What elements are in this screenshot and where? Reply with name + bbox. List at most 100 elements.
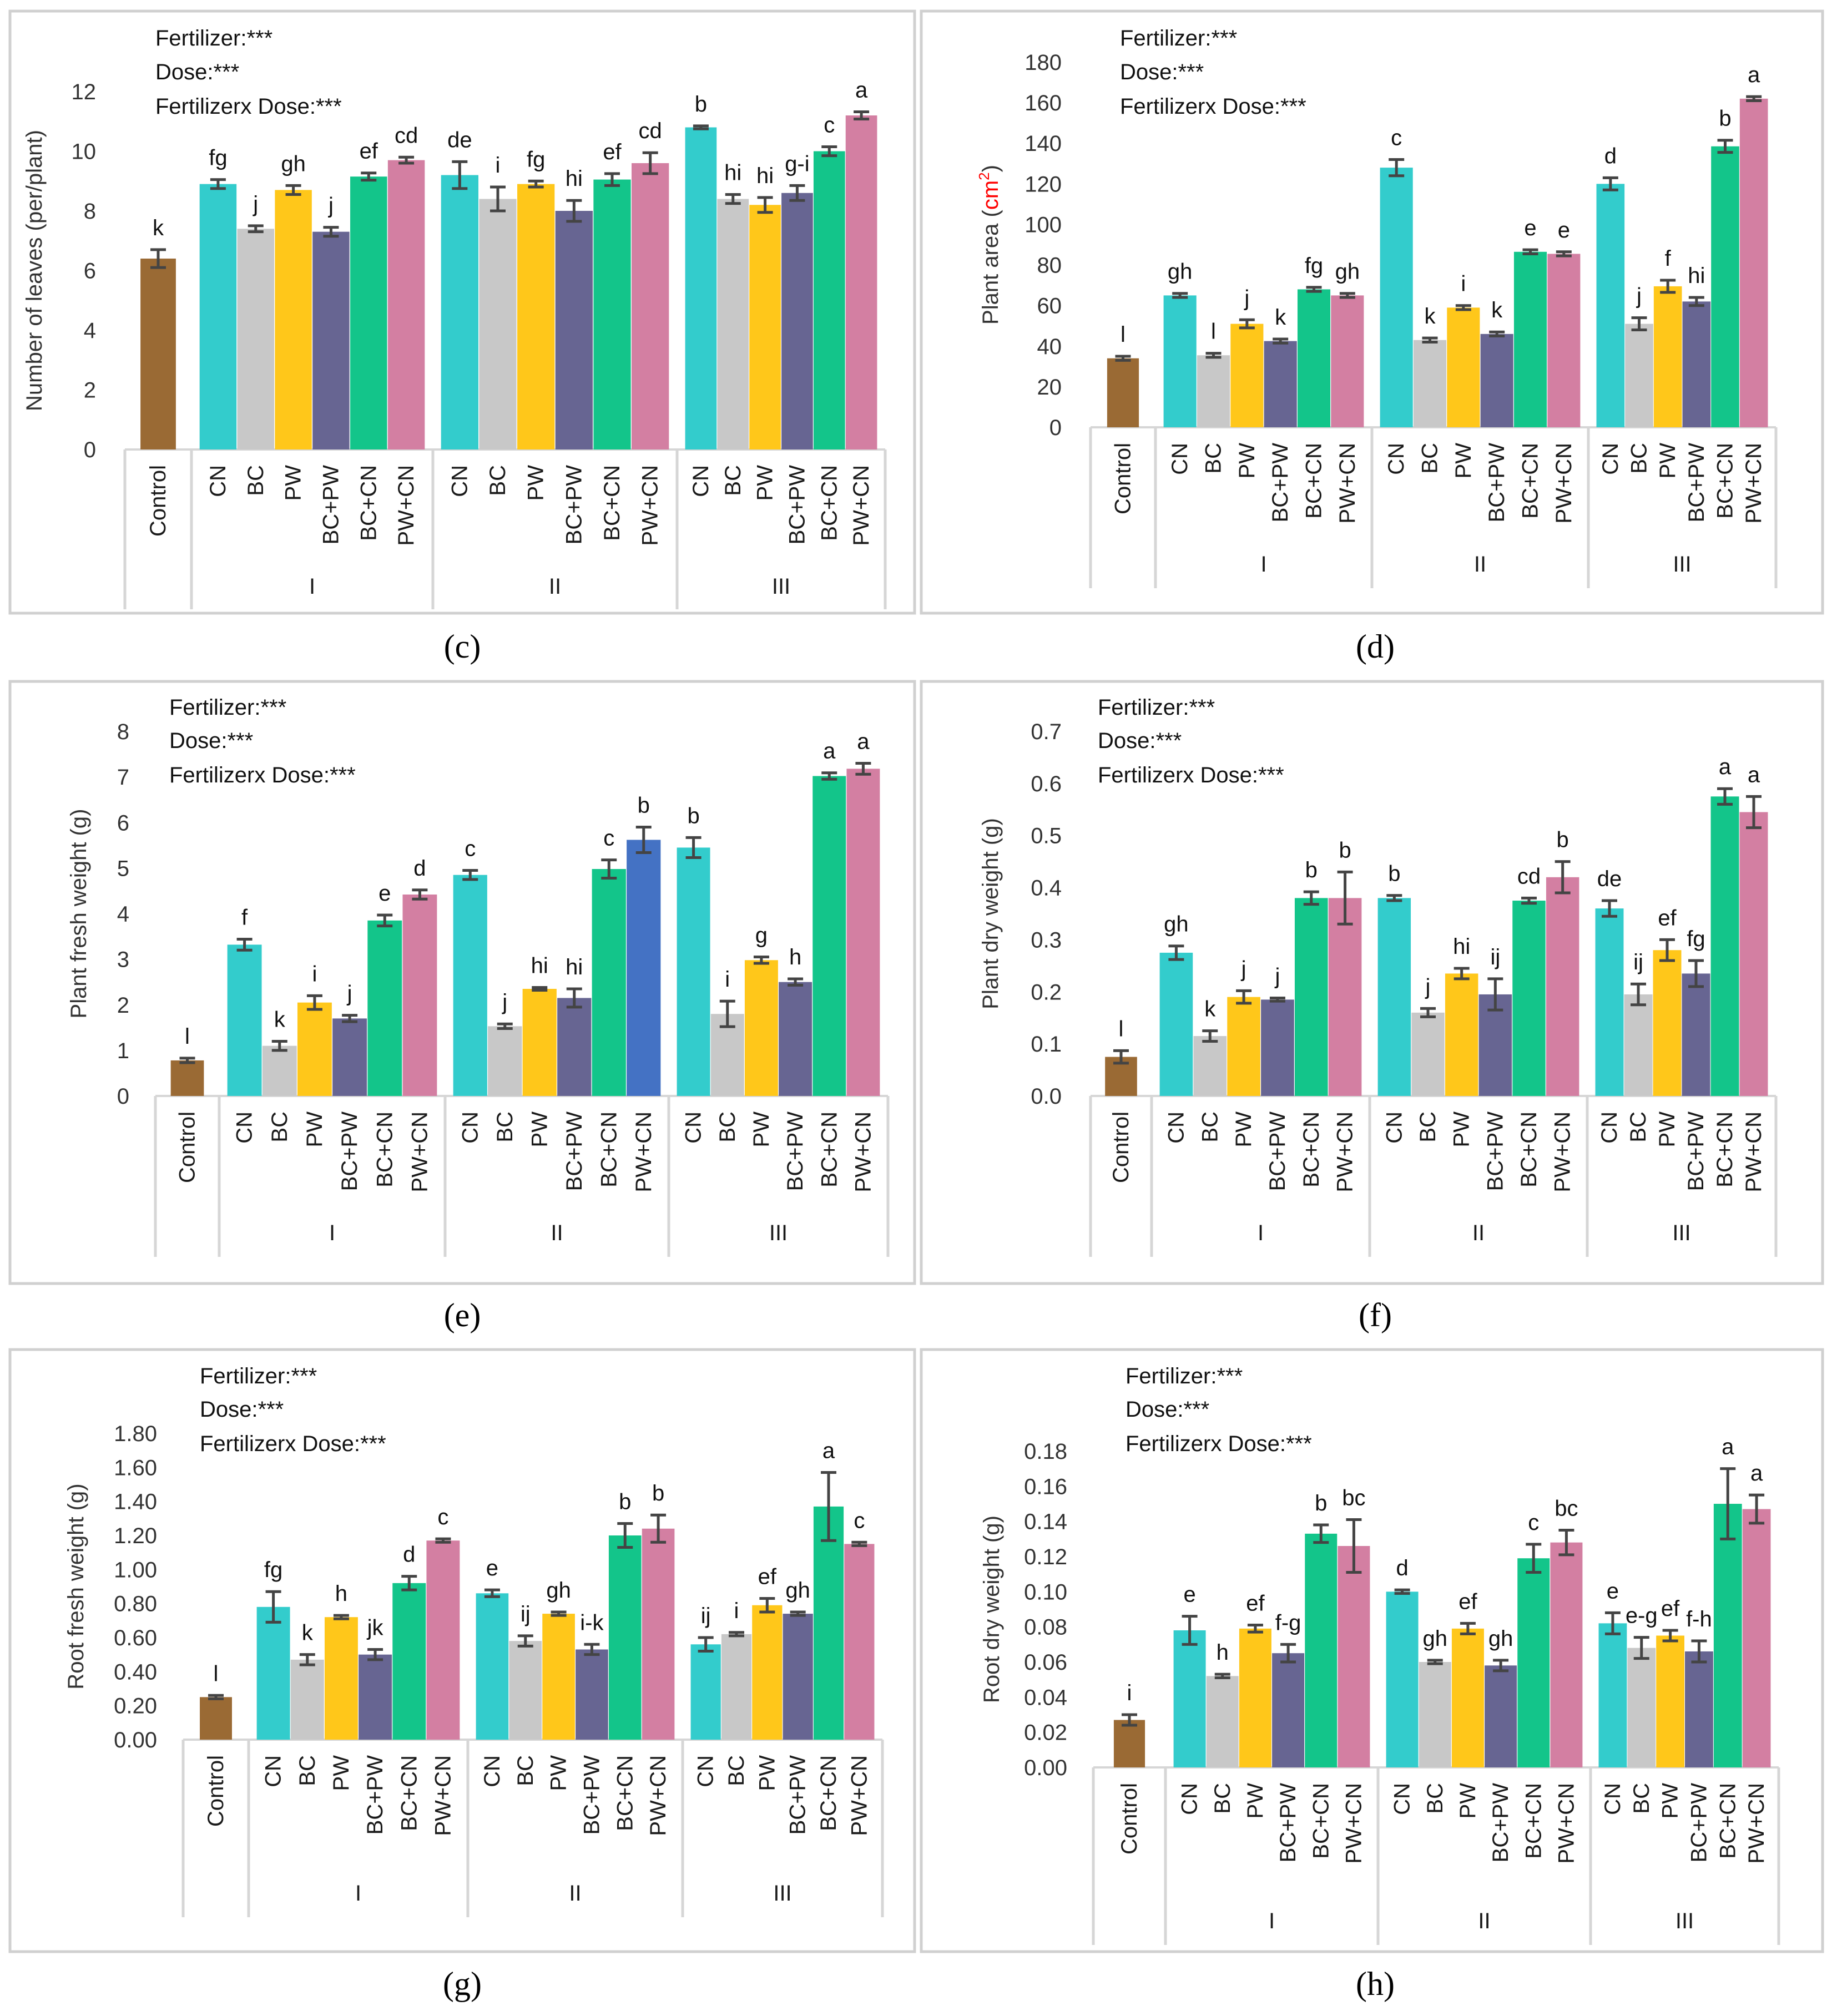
group-label: III (1673, 552, 1691, 577)
chart-panel-0: 0 2 4 6 8 10 12 Number of leaves (per/plant) Fer… (8, 9, 916, 665)
significance-letter: c (437, 1505, 448, 1529)
group-label: II (551, 1221, 563, 1245)
group-label: I (1269, 1909, 1275, 1933)
significance-letter: f-h (1686, 1607, 1712, 1631)
group-label: III (772, 574, 790, 599)
y-axis-label-sup: 2 (976, 172, 992, 180)
bar (1627, 1648, 1656, 1767)
significance-letter: e (378, 881, 391, 906)
significance-letter: c (465, 836, 476, 861)
y-tick-label: 0.2 (1031, 980, 1062, 1004)
significance-letter: c (603, 826, 614, 851)
bar (367, 920, 402, 1096)
significance-letter: cd (395, 123, 418, 148)
y-tick-label: 12 (72, 80, 97, 104)
bar (593, 179, 631, 449)
category-label: PW+CN (847, 1755, 871, 1836)
category-label: BC (1210, 1783, 1235, 1814)
category-label: BC+CN (1299, 1111, 1324, 1188)
significance-letter: hi (724, 160, 741, 185)
significance-letter: g (755, 923, 768, 948)
bar (262, 1045, 297, 1096)
significance-letter: j (253, 192, 258, 216)
significance-letter: k (1204, 997, 1216, 1022)
bar (426, 1540, 460, 1740)
significance-letter: hi (1453, 934, 1470, 959)
bar (1206, 1676, 1239, 1767)
bar (1297, 289, 1331, 427)
bar (297, 1002, 332, 1096)
group-label: II (549, 574, 561, 599)
significance-letter: hi (566, 955, 583, 979)
category-label: BC+CN (613, 1755, 637, 1831)
panel-letter: (d) (1356, 628, 1395, 665)
bar (844, 1544, 875, 1740)
significance-letter: d (1604, 144, 1617, 168)
category-label: BC (268, 1111, 292, 1143)
significance-letter: gh (546, 1578, 571, 1603)
bar (677, 847, 710, 1096)
category-label: PW (1658, 1783, 1683, 1819)
bar (387, 160, 425, 449)
significance-letter: gh (281, 151, 306, 176)
category-label: PW (1456, 1783, 1480, 1819)
significance-letter: h (789, 945, 801, 969)
y-tick-label: 0.20 (114, 1694, 157, 1719)
bar (1682, 973, 1710, 1096)
bar (1447, 307, 1480, 427)
y-axis-label-close: ) (978, 165, 1003, 172)
category-label: CN (206, 465, 230, 497)
category-label: BC (1202, 443, 1226, 474)
chart-panel-5: 0.00 0.02 0.04 0.06 0.08 0.10 0.12 0.14 0.16 0.18… (920, 1348, 1824, 2002)
category-label: BC+PW (319, 465, 343, 545)
y-tick-label: 0.1 (1031, 1032, 1062, 1057)
category-label: BC (1629, 1783, 1654, 1814)
category-label: BC+PW (562, 465, 586, 545)
significance-letter: fg (1305, 254, 1323, 278)
category-label: CN (233, 1111, 257, 1144)
significance-letter: f (241, 905, 248, 929)
significance-letter: j (328, 194, 334, 218)
y-axis-label: Root dry weight (g) (980, 1515, 1004, 1703)
significance-letter: h (1217, 1640, 1229, 1665)
significance-letter: de (1597, 867, 1622, 891)
category-label: PW (281, 465, 306, 501)
category-label: BC+PW (1485, 443, 1509, 523)
y-tick-label: 2 (117, 993, 129, 1018)
y-tick-label: 40 (1037, 335, 1062, 359)
y-tick-label: 0 (117, 1084, 129, 1109)
category-label: BC (513, 1755, 538, 1786)
bar (1227, 997, 1260, 1096)
category-label: CN (694, 1755, 718, 1787)
category-label: PW+CN (431, 1755, 455, 1836)
bar (1596, 184, 1625, 427)
category-label: PW (1235, 443, 1259, 479)
group-label: II (1472, 1221, 1485, 1245)
significance-letter: l (214, 1661, 219, 1686)
y-tick-label: 1.80 (114, 1422, 157, 1446)
category-label: CN (261, 1755, 286, 1787)
bar (1411, 1012, 1445, 1096)
significance-letter: b (695, 92, 707, 117)
significance-letter: j (502, 990, 507, 1014)
bar (1294, 898, 1328, 1096)
bar (1159, 952, 1193, 1096)
y-tick-label: 60 (1037, 294, 1062, 319)
significance-letter: k (1275, 305, 1286, 330)
bar (441, 175, 478, 449)
category-label: BC+PW (579, 1755, 604, 1835)
category-label: BC+CN (1715, 1783, 1740, 1859)
chart-panel-3: 0.0 0.1 0.2 0.3 0.4 0.5 0.6 0.7 Plant dry weight… (920, 680, 1824, 1333)
category-label: PW+CN (849, 465, 874, 546)
y-tick-label: 6 (117, 811, 129, 835)
significance-letter: d (1396, 1556, 1408, 1580)
y-tick-label: 1.40 (114, 1490, 157, 1514)
category-label: PW (1451, 443, 1476, 479)
group-label: II (569, 1881, 581, 1906)
y-axis-label-text: Plant area ( (978, 209, 1003, 324)
significance-letter: l (185, 1024, 190, 1049)
bar (592, 869, 626, 1096)
category-label: PW (1232, 1111, 1256, 1148)
stats-line: Dose:*** (1098, 729, 1182, 753)
bar (749, 205, 781, 449)
